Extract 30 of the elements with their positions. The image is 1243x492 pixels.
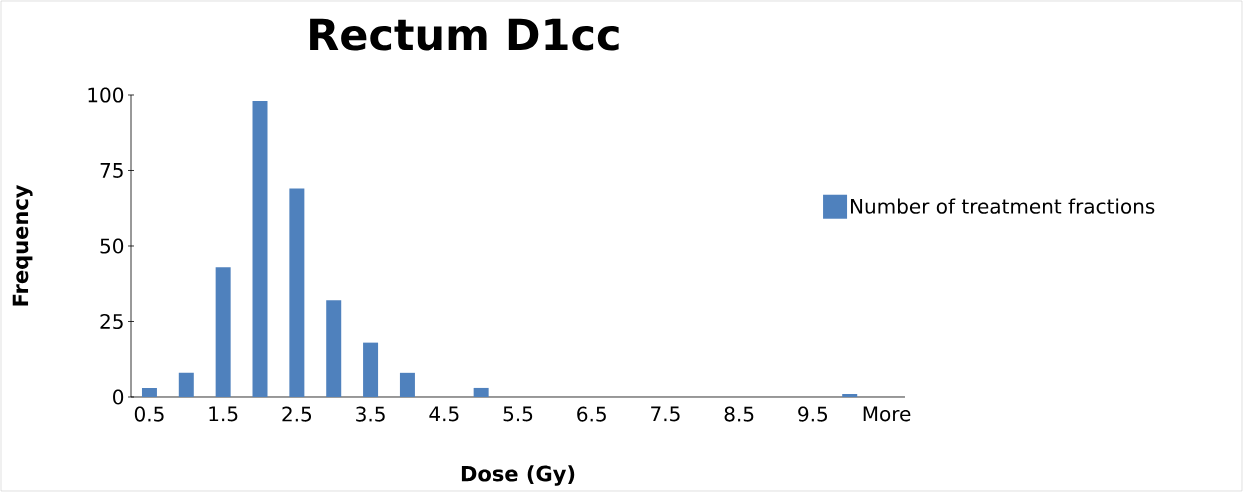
bar <box>252 101 268 397</box>
x-tick-label: 0.5 <box>134 406 164 422</box>
x-tick-label: 4.5 <box>429 406 459 422</box>
x-tick-label: 8.5 <box>724 406 754 422</box>
bar <box>215 267 231 397</box>
bar <box>399 372 415 397</box>
bar <box>842 393 858 397</box>
x-tick-label: 7.5 <box>651 406 680 422</box>
y-tick-label: 25 <box>100 313 123 330</box>
x-tick-label: 9.5 <box>798 406 828 422</box>
bar <box>473 387 489 397</box>
bar <box>178 372 194 397</box>
x-tick-label: 3.5 <box>356 406 385 422</box>
bar <box>289 188 305 397</box>
y-tick-label: 50 <box>100 238 124 254</box>
y-tick-label: 0 <box>113 389 124 405</box>
y-tick-label: 75 <box>100 163 123 178</box>
bar <box>326 300 342 397</box>
y-axis-title: Frequency <box>12 184 33 306</box>
chart-title: Rectum D1cc <box>310 18 619 51</box>
x-tick-label: More <box>863 406 911 422</box>
legend-label: Number of treatment fractions <box>851 198 1155 214</box>
x-tick-label: 6.5 <box>577 406 606 422</box>
y-tick-label: 100 <box>88 87 124 103</box>
x-tick-label: 5.5 <box>503 406 533 422</box>
x-tick-label: 1.5 <box>209 406 238 422</box>
bar <box>363 342 379 397</box>
bar <box>141 387 157 397</box>
x-axis-title: Dose (Gy) <box>461 465 575 486</box>
x-tick-label: 2.5 <box>282 406 312 422</box>
